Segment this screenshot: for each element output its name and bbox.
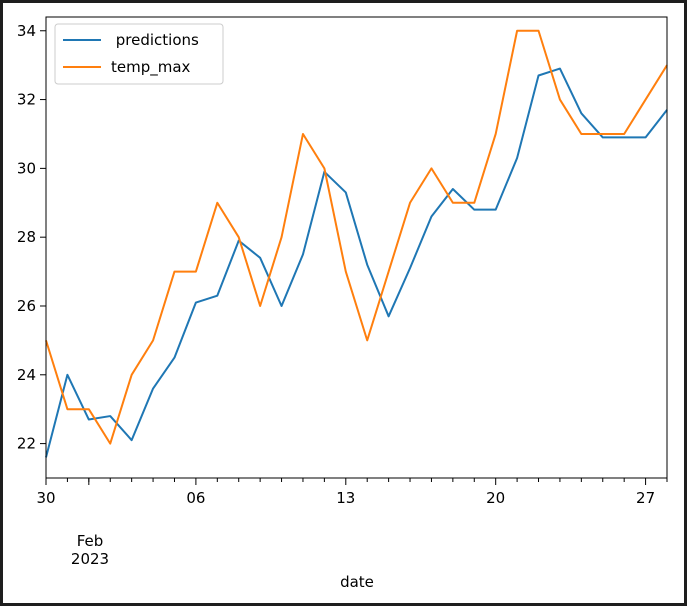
y-tick-label: 32	[17, 91, 36, 109]
y-tick-label: 34	[17, 22, 36, 40]
y-tick-label: 26	[17, 297, 36, 315]
y-tick-label: 28	[17, 228, 36, 246]
x-tick-label: 13	[336, 489, 355, 507]
x-year-label: 2023	[71, 550, 109, 568]
y-tick-label: 22	[17, 435, 36, 453]
legend-label-temp-max: temp_max	[111, 58, 191, 77]
x-tick-label: 30	[36, 489, 55, 507]
series-line-temp-max	[45, 29, 668, 445]
x-month-label: Feb	[77, 532, 104, 550]
x-tick-label: 20	[486, 489, 505, 507]
x-tick-label: 27	[636, 489, 655, 507]
y-tick-label: 30	[17, 159, 36, 177]
legend-label-predictions: predictions	[111, 31, 199, 49]
plot-area-border	[45, 16, 668, 479]
chart-frame: 22 24 26 28 30 32 34 30 06 13 20 27 Feb 2023 date …	[3, 3, 684, 603]
series-line-predictions	[45, 67, 668, 458]
y-axis: 22 24 26 28 30 32 34	[17, 22, 46, 453]
x-tick-label: 06	[186, 489, 205, 507]
legend: predictions temp_max	[54, 23, 224, 85]
x-axis-label: date	[340, 573, 374, 591]
y-tick-label: 24	[17, 366, 36, 384]
x-axis: 30 06 13 20 27	[36, 478, 668, 507]
plot-lines	[45, 29, 668, 458]
